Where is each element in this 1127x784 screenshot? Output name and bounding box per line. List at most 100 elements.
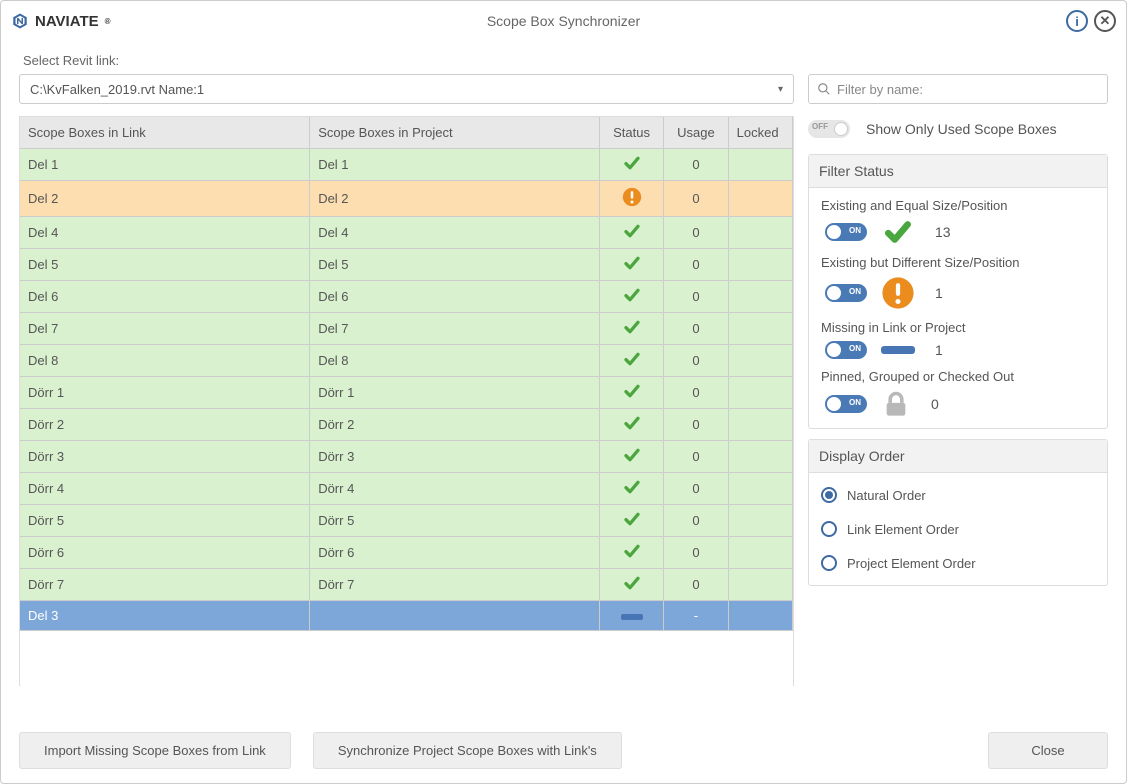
filter-status-header: Filter Status	[809, 155, 1107, 188]
warn-icon	[622, 187, 642, 207]
table-row[interactable]: Dörr 6Dörr 60	[20, 537, 793, 569]
title-bar: NAVIATE® Scope Box Synchronizer i ✕	[1, 1, 1126, 41]
check-icon	[622, 255, 642, 271]
dash-icon	[621, 614, 643, 620]
cell-usage: 0	[664, 181, 728, 217]
filter-missing-count: 1	[935, 342, 943, 358]
select-link-label: Select Revit link:	[23, 53, 794, 68]
cell-link: Del 2	[20, 181, 310, 217]
cell-locked	[728, 377, 792, 409]
table-row[interactable]: Dörr 3Dörr 30	[20, 441, 793, 473]
close-window-button[interactable]: ✕	[1094, 10, 1116, 32]
table-row[interactable]: Del 8Del 80	[20, 345, 793, 377]
cell-status	[599, 281, 663, 313]
display-order-panel: Display Order Natural Order Link Element…	[808, 439, 1108, 586]
filter-missing-label: Missing in Link or Project	[821, 320, 1095, 335]
show-used-label: Show Only Used Scope Boxes	[866, 121, 1057, 137]
cell-status	[599, 601, 663, 631]
table-row[interactable]: Dörr 7Dörr 70	[20, 569, 793, 601]
synchronize-button[interactable]: Synchronize Project Scope Boxes with Lin…	[313, 732, 622, 769]
cell-usage: 0	[664, 409, 728, 441]
table-row[interactable]: Del 2Del 20	[20, 181, 793, 217]
cell-status	[599, 149, 663, 181]
filter-placeholder: Filter by name:	[837, 82, 923, 97]
check-icon	[622, 351, 642, 367]
cell-status	[599, 569, 663, 601]
cell-status	[599, 505, 663, 537]
cell-status	[599, 249, 663, 281]
warn-icon	[881, 276, 915, 310]
table-row[interactable]: Dörr 5Dörr 50	[20, 505, 793, 537]
cell-status	[599, 181, 663, 217]
import-missing-button[interactable]: Import Missing Scope Boxes from Link	[19, 732, 291, 769]
brand-logo: NAVIATE®	[11, 12, 111, 30]
filter-equal-toggle[interactable]	[825, 223, 867, 241]
radio-icon	[821, 521, 837, 537]
col-link-header[interactable]: Scope Boxes in Link	[20, 117, 310, 149]
cell-project: Dörr 1	[310, 377, 600, 409]
table-row[interactable]: Del 5Del 50	[20, 249, 793, 281]
show-used-toggle[interactable]	[808, 120, 850, 138]
col-locked-header[interactable]: Locked	[728, 117, 792, 149]
cell-locked	[728, 537, 792, 569]
info-button[interactable]: i	[1066, 10, 1088, 32]
col-project-header[interactable]: Scope Boxes in Project	[310, 117, 600, 149]
cell-project: Del 7	[310, 313, 600, 345]
revit-link-dropdown[interactable]: C:\KvFalken_2019.rvt Name:1	[19, 74, 794, 104]
filter-locked-toggle[interactable]	[825, 395, 867, 413]
check-icon	[622, 415, 642, 431]
lock-icon	[881, 390, 911, 418]
window-title: Scope Box Synchronizer	[487, 13, 640, 29]
radio-icon	[821, 487, 837, 503]
table-row[interactable]: Del 6Del 60	[20, 281, 793, 313]
cell-link: Dörr 7	[20, 569, 310, 601]
col-status-header[interactable]: Status	[599, 117, 663, 149]
revit-link-value: C:\KvFalken_2019.rvt Name:1	[30, 82, 204, 97]
cell-project	[310, 601, 600, 631]
table-row[interactable]: Dörr 1Dörr 10	[20, 377, 793, 409]
cell-usage: 0	[664, 217, 728, 249]
close-button[interactable]: Close	[988, 732, 1108, 769]
check-icon	[622, 155, 642, 171]
radio-project-order[interactable]: Project Element Order	[821, 551, 1095, 575]
cell-status	[599, 377, 663, 409]
display-order-header: Display Order	[809, 440, 1107, 473]
cell-status	[599, 441, 663, 473]
table-row[interactable]: Dörr 2Dörr 20	[20, 409, 793, 441]
check-icon	[622, 479, 642, 495]
cell-locked	[728, 281, 792, 313]
radio-natural-order[interactable]: Natural Order	[821, 483, 1095, 507]
table-row[interactable]: Dörr 4Dörr 40	[20, 473, 793, 505]
cell-link: Del 1	[20, 149, 310, 181]
filter-different-toggle[interactable]	[825, 284, 867, 302]
check-icon	[622, 319, 642, 335]
dash-icon	[881, 346, 915, 354]
cell-project: Del 8	[310, 345, 600, 377]
cell-usage: 0	[664, 537, 728, 569]
cell-locked	[728, 505, 792, 537]
brand-text: NAVIATE	[35, 13, 99, 30]
cell-status	[599, 313, 663, 345]
naviate-hex-icon	[11, 12, 29, 30]
cell-usage: 0	[664, 313, 728, 345]
radio-icon	[821, 555, 837, 571]
radio-link-order[interactable]: Link Element Order	[821, 517, 1095, 541]
cell-link: Del 7	[20, 313, 310, 345]
filter-locked-count: 0	[931, 396, 939, 412]
filter-missing-toggle[interactable]	[825, 341, 867, 359]
table-row[interactable]: Del 4Del 40	[20, 217, 793, 249]
col-usage-header[interactable]: Usage	[664, 117, 728, 149]
filter-name-input[interactable]: Filter by name:	[808, 74, 1108, 104]
cell-link: Del 3	[20, 601, 310, 631]
cell-usage: 0	[664, 505, 728, 537]
table-row[interactable]: Del 7Del 7 0	[20, 313, 793, 345]
cell-locked	[728, 345, 792, 377]
cell-usage: 0	[664, 569, 728, 601]
cell-status	[599, 473, 663, 505]
cell-link: Dörr 3	[20, 441, 310, 473]
cell-project: Del 1	[310, 149, 600, 181]
cell-locked	[728, 249, 792, 281]
cell-project: Del 5	[310, 249, 600, 281]
table-row[interactable]: Del 1Del 10	[20, 149, 793, 181]
table-row[interactable]: Del 3-	[20, 601, 793, 631]
